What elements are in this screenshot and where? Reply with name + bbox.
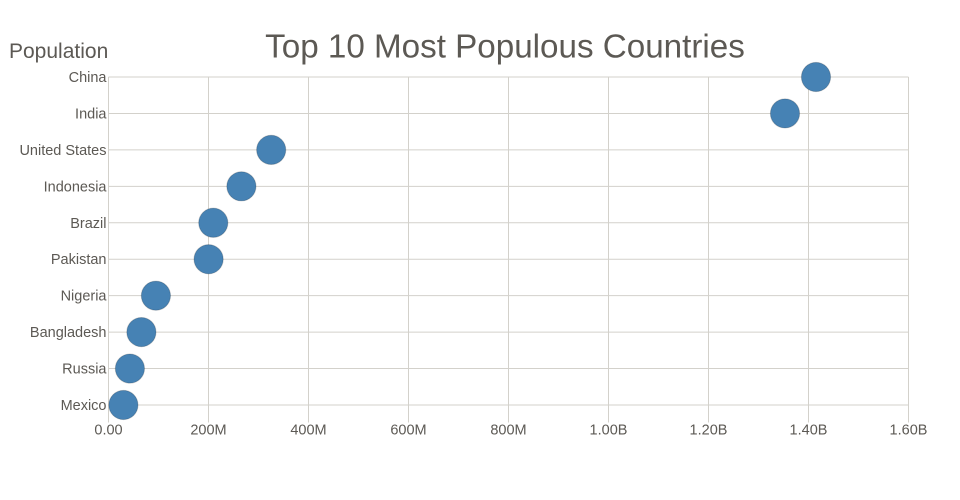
svg-text:India: India [75,106,107,122]
svg-text:Mexico: Mexico [61,398,107,414]
svg-text:600M: 600M [390,423,426,439]
svg-text:1.60B: 1.60B [890,423,928,439]
svg-text:China: China [69,70,108,86]
svg-text:200M: 200M [190,423,226,439]
svg-text:Bangladesh: Bangladesh [30,325,107,341]
svg-text:1.40B: 1.40B [790,423,828,439]
svg-text:Russia: Russia [62,362,107,378]
svg-text:Population: Population [9,40,108,63]
svg-text:Indonesia: Indonesia [44,179,108,195]
svg-text:1.20B: 1.20B [690,423,728,439]
svg-text:0.00: 0.00 [94,423,122,439]
svg-text:1.00B: 1.00B [590,423,628,439]
svg-text:Pakistan: Pakistan [51,252,107,268]
svg-text:400M: 400M [290,423,326,439]
svg-text:Top 10 Most Populous Countries: Top 10 Most Populous Countries [265,29,745,66]
svg-text:Brazil: Brazil [70,216,106,232]
svg-text:United States: United States [19,143,106,159]
svg-text:800M: 800M [490,423,526,439]
svg-text:Nigeria: Nigeria [61,289,108,305]
